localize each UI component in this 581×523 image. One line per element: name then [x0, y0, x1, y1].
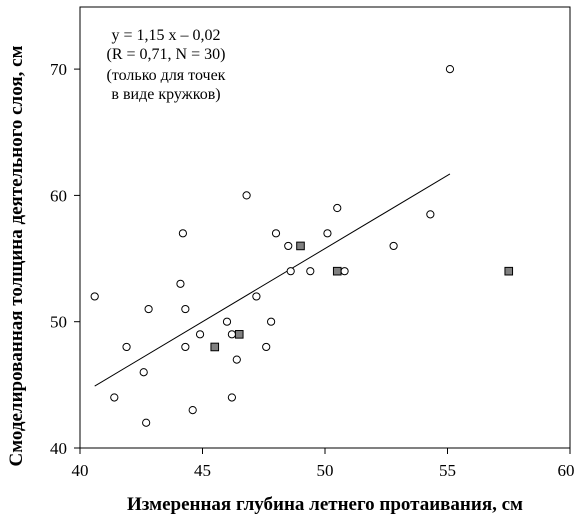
- data-point-circle: [242, 191, 251, 200]
- data-point-circle: [252, 292, 261, 301]
- data-point-circle: [181, 304, 190, 314]
- x-tick-label: 40: [72, 461, 89, 480]
- x-tick-label: 55: [439, 461, 456, 480]
- data-point-circle: [122, 342, 131, 352]
- data-point-circle: [232, 355, 241, 364]
- regression-statistics: (R = 0,71, N = 30): [107, 46, 226, 63]
- data-point-circle: [389, 241, 398, 251]
- data-point-square: [210, 342, 220, 352]
- data-point-circle: [333, 203, 342, 213]
- data-point-circle: [284, 241, 293, 251]
- data-point-circle: [306, 267, 315, 276]
- data-point-circle: [227, 393, 236, 402]
- data-point-circle: [178, 229, 187, 238]
- data-point-circle: [142, 418, 151, 427]
- data-point-circle: [195, 330, 205, 339]
- y-tick-label: 70: [50, 60, 67, 79]
- data-point-circle: [176, 279, 185, 288]
- y-tick-label: 40: [50, 439, 67, 458]
- y-axis-title: Смоделированная толщина деятельного слоя…: [6, 45, 27, 466]
- x-axis-title: Измеренная глубина летнего протаивания, …: [127, 494, 523, 515]
- data-point-circle: [222, 317, 232, 326]
- data-points: [90, 65, 514, 427]
- data-point-circle: [445, 65, 455, 74]
- x-tick-label: 50: [317, 461, 334, 480]
- data-point-square: [296, 241, 305, 251]
- data-point-circle: [262, 342, 271, 352]
- data-point-circle: [323, 229, 332, 238]
- data-point-circle: [139, 368, 148, 377]
- y-ticks: 40 50 60 70: [50, 60, 80, 458]
- data-point-circle: [426, 210, 435, 219]
- data-point-square: [332, 266, 342, 276]
- x-tick-label: 60: [558, 461, 575, 480]
- annotation-note-line-2: в виде кружков): [111, 86, 220, 103]
- x-tick-label: 45: [194, 461, 211, 480]
- data-point-circle: [188, 406, 197, 415]
- data-point-circle: [227, 330, 236, 339]
- y-tick-label: 60: [50, 186, 67, 205]
- data-point-circle: [271, 229, 281, 238]
- data-point-circle: [267, 317, 276, 326]
- data-point-circle: [181, 342, 190, 352]
- regression-annotation: y = 1,15 x – 0,02 (R = 0,71, N = 30) (то…: [107, 27, 226, 103]
- data-point-circle: [144, 304, 153, 314]
- regression-equation: y = 1,15 x – 0,02: [111, 27, 220, 44]
- data-point-circle: [340, 267, 349, 276]
- annotation-note-line-1: (только для точек: [107, 67, 226, 84]
- data-point-circle: [286, 267, 295, 276]
- data-point-square: [234, 330, 244, 339]
- data-point-circle: [110, 393, 119, 402]
- data-point-square: [504, 266, 514, 276]
- data-point-circle: [90, 292, 99, 301]
- x-ticks: 40 45 50 55 60: [72, 448, 575, 480]
- y-tick-label: 50: [50, 313, 67, 332]
- regression-line: [94, 173, 451, 387]
